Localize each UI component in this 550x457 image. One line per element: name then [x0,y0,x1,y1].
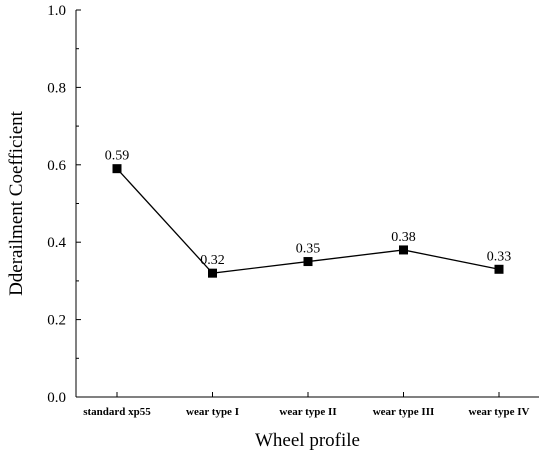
data-point [399,245,408,255]
series-group [112,164,504,278]
data-point [208,268,217,278]
data-label: 0.33 [487,249,512,264]
x-tick-label: wear type I [186,406,239,418]
data-label: 0.32 [200,253,225,268]
x-axis-ticks: standard xp55 wear type I wear type II wear… [83,392,530,418]
data-point [494,264,504,274]
data-label: 0.59 [105,149,130,164]
x-axis-title: Wheel profile [255,430,360,451]
data-label: 0.38 [391,230,416,245]
x-tick-label: standard xp55 [83,406,151,418]
data-label: 0.35 [296,242,321,257]
y-axis-ticks: 0.0 0.2 0.4 0.6 0.8 1.0 [47,3,81,406]
x-tick-label: wear type II [279,406,336,418]
data-point [112,164,122,174]
y-tick-label: 0.2 [47,313,66,329]
y-tick-label: 0.0 [47,390,66,406]
y-tick-label: 1.0 [47,3,66,19]
y-tick-label: 0.4 [47,235,66,251]
x-tick-label: wear type III [373,406,435,418]
y-axis-title: Dderailment Coefficient [6,110,27,296]
data-point [303,257,313,267]
x-tick-label: wear type IV [469,406,530,418]
data-labels-group: 0.59 0.32 0.35 0.38 0.33 [105,149,512,268]
y-tick-label: 0.6 [47,158,66,174]
y-tick-label: 0.8 [47,80,66,96]
plot-frame [75,10,539,398]
